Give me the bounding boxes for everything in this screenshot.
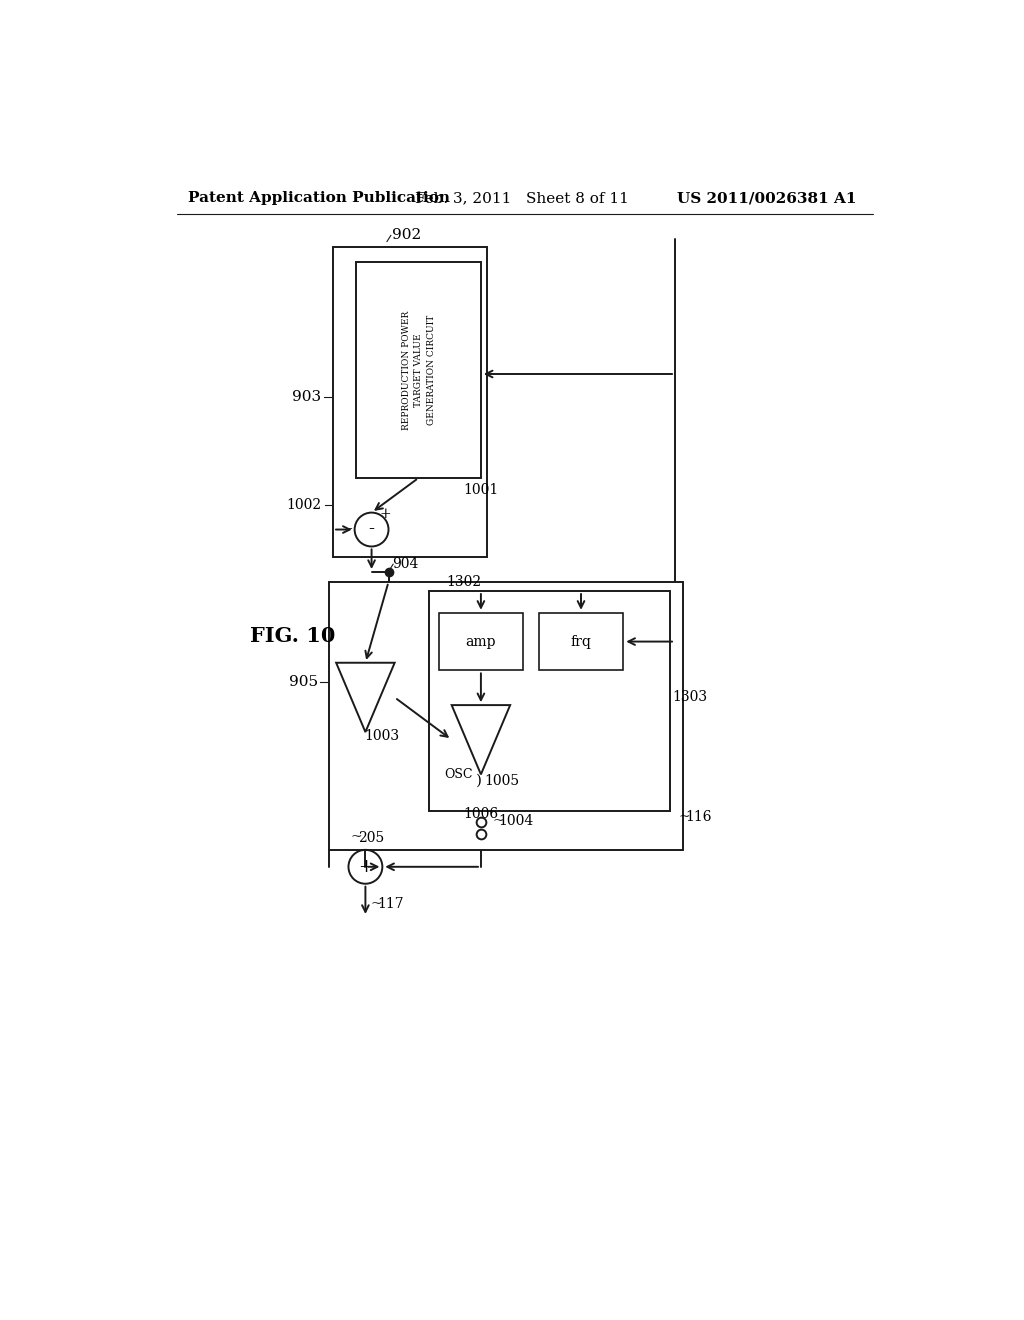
Text: -: - — [369, 520, 375, 539]
Text: ~: ~ — [679, 809, 690, 824]
Text: 905: 905 — [289, 675, 317, 689]
Text: FIG. 10: FIG. 10 — [250, 626, 335, 645]
Text: 1004: 1004 — [499, 813, 534, 828]
Text: 1005: 1005 — [484, 774, 520, 788]
Text: ~: ~ — [350, 830, 361, 845]
Text: 1302: 1302 — [446, 576, 481, 589]
Text: -: - — [347, 523, 352, 536]
Text: US 2011/0026381 A1: US 2011/0026381 A1 — [677, 191, 857, 206]
Bar — [330, 582, 683, 850]
Text: ): ) — [476, 774, 482, 788]
Text: 1006: 1006 — [463, 808, 499, 821]
Text: 1001: 1001 — [463, 483, 499, 496]
Bar — [539, 612, 624, 671]
Text: 116: 116 — [685, 809, 712, 824]
Text: Patent Application Publication: Patent Application Publication — [188, 191, 451, 206]
Text: 205: 205 — [357, 830, 384, 845]
Text: REPRODUCTION POWER
TARGET VALUE
GENERATION CIRCUIT: REPRODUCTION POWER TARGET VALUE GENERATI… — [401, 310, 435, 430]
Text: OSC: OSC — [444, 768, 472, 781]
Bar — [438, 612, 523, 671]
Text: +: + — [358, 858, 373, 875]
Text: 1002: 1002 — [287, 498, 322, 512]
Text: 904: 904 — [392, 557, 419, 572]
Text: ~: ~ — [371, 896, 382, 911]
Text: Feb. 3, 2011   Sheet 8 of 11: Feb. 3, 2011 Sheet 8 of 11 — [416, 191, 630, 206]
Text: 903: 903 — [293, 391, 322, 404]
Bar — [356, 263, 481, 478]
Text: 1003: 1003 — [364, 729, 399, 743]
Text: 902: 902 — [392, 228, 422, 243]
Bar — [429, 591, 670, 812]
Text: frq: frq — [570, 635, 592, 648]
Text: 1303: 1303 — [672, 690, 707, 705]
Text: amp: amp — [466, 635, 497, 648]
Bar — [333, 247, 487, 557]
Text: ~: ~ — [493, 813, 504, 828]
Text: +: + — [380, 507, 391, 521]
Text: 117: 117 — [377, 896, 403, 911]
